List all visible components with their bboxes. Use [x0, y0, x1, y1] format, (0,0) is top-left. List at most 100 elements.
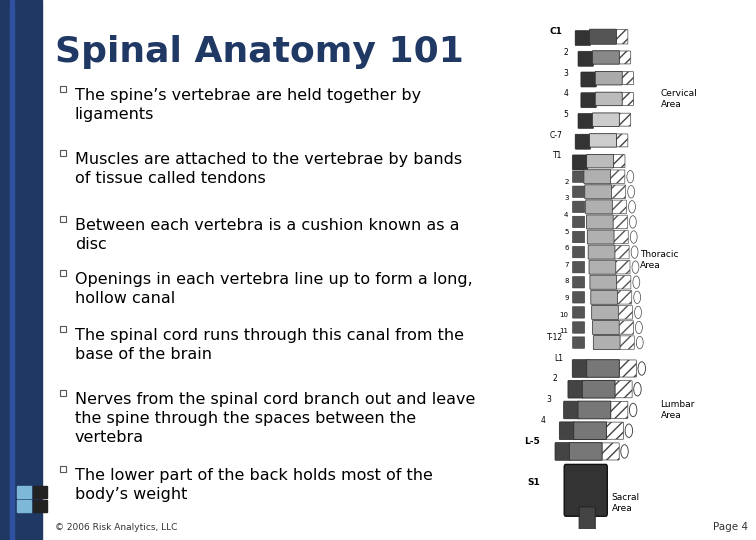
FancyBboxPatch shape — [584, 185, 612, 199]
FancyBboxPatch shape — [612, 200, 627, 214]
FancyBboxPatch shape — [574, 422, 606, 440]
Circle shape — [634, 382, 641, 396]
FancyBboxPatch shape — [578, 401, 611, 419]
FancyBboxPatch shape — [593, 335, 620, 349]
Circle shape — [636, 321, 643, 334]
Text: Nerves from the spinal cord branch out and leave
the spine through the spaces be: Nerves from the spinal cord branch out a… — [75, 392, 476, 445]
Bar — [17, 486, 31, 498]
FancyBboxPatch shape — [572, 292, 584, 303]
FancyBboxPatch shape — [589, 260, 616, 274]
FancyBboxPatch shape — [588, 245, 615, 259]
Bar — [0, 0, 42, 540]
FancyBboxPatch shape — [581, 72, 596, 87]
Text: 7: 7 — [564, 262, 569, 268]
FancyBboxPatch shape — [592, 306, 618, 320]
Text: 2: 2 — [553, 374, 557, 383]
Text: S1: S1 — [527, 478, 540, 487]
FancyBboxPatch shape — [621, 72, 634, 85]
Bar — [60, 466, 66, 472]
Circle shape — [628, 201, 636, 213]
FancyBboxPatch shape — [587, 230, 614, 244]
Circle shape — [631, 246, 638, 258]
Circle shape — [627, 186, 634, 198]
Text: Sacral
Area: Sacral Area — [612, 493, 640, 514]
Text: 2: 2 — [564, 48, 569, 57]
Text: 4: 4 — [541, 416, 546, 425]
Circle shape — [631, 231, 637, 243]
FancyBboxPatch shape — [587, 154, 614, 168]
FancyBboxPatch shape — [593, 51, 619, 64]
FancyBboxPatch shape — [572, 155, 587, 170]
Bar — [60, 390, 66, 396]
FancyBboxPatch shape — [564, 464, 607, 516]
FancyBboxPatch shape — [615, 30, 627, 44]
FancyBboxPatch shape — [593, 113, 619, 126]
Text: L1: L1 — [553, 354, 562, 363]
FancyBboxPatch shape — [614, 245, 629, 259]
FancyBboxPatch shape — [572, 322, 584, 333]
FancyBboxPatch shape — [578, 113, 593, 129]
FancyBboxPatch shape — [595, 71, 622, 85]
Circle shape — [621, 445, 628, 458]
FancyBboxPatch shape — [572, 171, 584, 183]
Circle shape — [625, 424, 633, 437]
FancyBboxPatch shape — [616, 275, 631, 289]
Circle shape — [637, 336, 643, 349]
FancyBboxPatch shape — [590, 134, 616, 147]
Text: 11: 11 — [559, 328, 569, 334]
Circle shape — [630, 403, 637, 417]
FancyBboxPatch shape — [578, 51, 593, 66]
Circle shape — [634, 291, 640, 303]
Text: Between each vertebra is a cushion known as a
disc: Between each vertebra is a cushion known… — [75, 218, 460, 252]
FancyBboxPatch shape — [572, 201, 584, 213]
Bar — [10, 0, 14, 540]
Bar — [60, 86, 66, 92]
Text: 3: 3 — [547, 395, 551, 404]
FancyBboxPatch shape — [590, 291, 618, 305]
FancyBboxPatch shape — [586, 200, 612, 214]
Text: 2: 2 — [564, 179, 569, 185]
FancyBboxPatch shape — [572, 216, 584, 228]
FancyBboxPatch shape — [615, 260, 630, 274]
Text: T-12: T-12 — [547, 333, 562, 342]
Text: 10: 10 — [559, 312, 569, 318]
FancyBboxPatch shape — [579, 507, 595, 531]
Text: 8: 8 — [564, 279, 569, 285]
FancyBboxPatch shape — [595, 92, 622, 106]
FancyBboxPatch shape — [572, 261, 584, 273]
FancyBboxPatch shape — [572, 231, 584, 242]
Bar — [60, 270, 66, 276]
FancyBboxPatch shape — [572, 307, 584, 318]
Text: The lower part of the back holds most of the
body’s weight: The lower part of the back holds most of… — [75, 468, 433, 502]
FancyBboxPatch shape — [613, 230, 628, 244]
Text: 4: 4 — [564, 212, 569, 218]
FancyBboxPatch shape — [618, 360, 637, 377]
FancyBboxPatch shape — [618, 113, 631, 126]
Bar — [33, 486, 47, 498]
Text: © 2006 Risk Analytics, LLC: © 2006 Risk Analytics, LLC — [55, 523, 178, 532]
Text: 5: 5 — [564, 228, 569, 235]
FancyBboxPatch shape — [581, 93, 596, 108]
Text: 3: 3 — [564, 195, 569, 201]
FancyBboxPatch shape — [618, 51, 631, 64]
Text: 9: 9 — [564, 295, 569, 301]
Text: Page 4: Page 4 — [713, 522, 748, 532]
FancyBboxPatch shape — [572, 276, 584, 288]
FancyBboxPatch shape — [572, 337, 584, 348]
FancyBboxPatch shape — [610, 170, 624, 184]
FancyBboxPatch shape — [590, 275, 617, 289]
FancyBboxPatch shape — [569, 443, 602, 460]
Circle shape — [638, 362, 646, 375]
FancyBboxPatch shape — [587, 215, 613, 229]
Text: Spinal Anatomy 101: Spinal Anatomy 101 — [55, 35, 464, 69]
FancyBboxPatch shape — [610, 401, 627, 418]
Text: L-5: L-5 — [524, 436, 540, 446]
FancyBboxPatch shape — [584, 170, 611, 184]
Circle shape — [632, 261, 639, 273]
FancyBboxPatch shape — [572, 360, 587, 377]
FancyBboxPatch shape — [611, 185, 626, 199]
Text: Muscles are attached to the vertebrae by bands
of tissue called tendons: Muscles are attached to the vertebrae by… — [75, 152, 462, 186]
FancyBboxPatch shape — [587, 360, 619, 377]
Text: T1: T1 — [553, 151, 562, 160]
Text: 6: 6 — [564, 245, 569, 251]
